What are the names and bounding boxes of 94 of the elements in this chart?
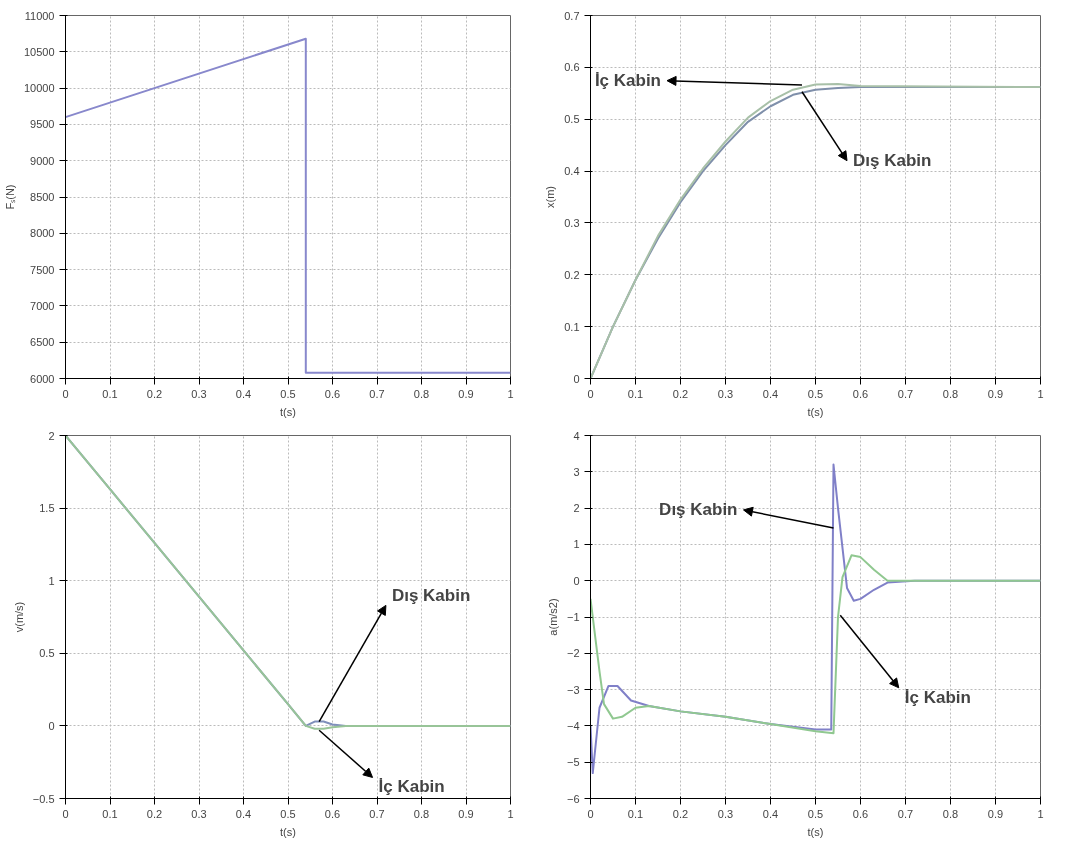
- x-tick-label: 0.3: [191, 387, 207, 400]
- y-tick-label: 2: [48, 429, 55, 442]
- x-tick-label: 0.3: [191, 807, 207, 820]
- x-tick-label: 0.8: [413, 387, 430, 400]
- x-tick-label: 0.6: [852, 807, 869, 820]
- x-tick-label: 0.9: [987, 807, 1004, 820]
- y-tick-label: 7000: [30, 299, 55, 312]
- x-tick-label: 0.1: [627, 807, 644, 820]
- y-tick-label: 0.5: [564, 113, 580, 126]
- x-tick-label: 0: [587, 807, 594, 820]
- y-tick-label: 0: [48, 719, 55, 732]
- x-tick-label: 0.6: [324, 387, 341, 400]
- y-tick-label: 1: [48, 574, 55, 587]
- y-tick-label: 4: [573, 429, 580, 442]
- x-tick-label: 0.3: [717, 807, 734, 820]
- y-tick-label: −1: [566, 611, 580, 623]
- x-tick-label: 0.7: [369, 807, 385, 820]
- y-tick-label: 6000: [30, 372, 55, 385]
- x-axis-title: t(s): [807, 405, 824, 418]
- y-tick-label: 11000: [24, 9, 55, 22]
- x-tick-label: 0.9: [458, 387, 474, 400]
- y-tick-label: 0.2: [564, 268, 580, 281]
- annotation: Dış Kabin: [391, 586, 471, 606]
- y-tick-label: −3: [566, 683, 580, 696]
- x-tick-label: 1: [1037, 387, 1044, 400]
- y-axis-title: a(m/s2): [546, 598, 559, 636]
- y-tick-label: 0: [573, 372, 580, 385]
- y-tick-label: 8000: [30, 227, 55, 240]
- y-tick-label: 1: [573, 538, 580, 551]
- x-tick-label: 0.1: [102, 807, 118, 820]
- x-tick-label: 1: [1037, 807, 1044, 820]
- x-tick-label: 0.2: [672, 387, 689, 400]
- x-tick-label: 0.2: [146, 387, 163, 400]
- x-tick-label: 0.4: [235, 387, 252, 400]
- x-tick-label: 0: [62, 807, 69, 820]
- x-tick-label: 0.6: [852, 387, 869, 400]
- y-tick-label: 0.6: [564, 61, 580, 74]
- y-tick-label: 10000: [23, 82, 55, 95]
- y-tick-label: 0.1: [564, 320, 580, 333]
- y-tick-label: 3: [573, 465, 580, 478]
- y-tick-label: 0.4: [564, 165, 580, 178]
- x-tick-label: 0.8: [413, 807, 430, 820]
- x-tick-label: 0.1: [102, 387, 118, 400]
- y-tick-label: 7500: [30, 263, 55, 276]
- annotation: İç Kabin: [594, 71, 661, 91]
- y-axis-title: Fₛ(N): [3, 184, 16, 210]
- annotation: Dış Kabin: [659, 500, 738, 520]
- x-axis-title: t(s): [280, 405, 296, 418]
- y-tick-label: 0: [573, 574, 580, 587]
- x-tick-label: 0.9: [987, 387, 1004, 400]
- y-tick-label: −4: [566, 719, 580, 732]
- x-tick-label: 0.5: [280, 807, 296, 820]
- x-tick-label: 1: [507, 387, 514, 400]
- y-tick-label: −5: [566, 756, 580, 769]
- x-axis-title: t(s): [280, 825, 296, 838]
- x-tick-label: 0.8: [942, 387, 959, 400]
- x-tick-label: 0.3: [717, 387, 734, 400]
- x-tick-label: 0.4: [762, 807, 779, 820]
- x-tick-label: 0.7: [897, 387, 914, 400]
- x-tick-label: 1: [507, 807, 514, 820]
- x-tick-label: 0.7: [897, 807, 914, 820]
- y-tick-label: 2: [573, 502, 580, 515]
- x-tick-label: 0.6: [324, 807, 341, 820]
- x-tick-label: 0: [587, 387, 594, 400]
- y-tick-label: 8500: [30, 191, 55, 203]
- x-tick-label: 0.1: [627, 387, 644, 400]
- y-tick-label: 0.7: [564, 9, 580, 22]
- annotation: İç Kabin: [378, 777, 445, 797]
- y-tick-label: −6: [566, 792, 580, 805]
- y-axis-title: x(m): [544, 185, 557, 208]
- x-tick-label: 0.4: [762, 387, 779, 400]
- x-tick-label: 0: [62, 387, 69, 400]
- x-tick-label: 0.8: [942, 807, 959, 820]
- y-tick-label: −0.5: [32, 792, 55, 805]
- y-axis-title: v(m/s): [12, 601, 25, 633]
- y-tick-label: 0.5: [39, 647, 55, 660]
- annotation: İç Kabin: [904, 687, 971, 707]
- x-tick-label: 0.2: [146, 807, 163, 820]
- y-tick-label: −2: [566, 647, 580, 660]
- x-tick-label: 0.2: [672, 807, 689, 820]
- x-tick-label: 0.5: [280, 387, 296, 400]
- x-tick-label: 0.5: [807, 387, 824, 400]
- x-tick-label: 0.9: [458, 807, 474, 820]
- y-tick-label: 1.5: [39, 502, 55, 515]
- y-tick-label: 0.3: [564, 216, 580, 229]
- annotation: Dış Kabin: [853, 151, 932, 171]
- y-tick-label: 6500: [30, 336, 55, 349]
- y-tick-label: 9000: [30, 154, 55, 167]
- x-tick-label: 0.4: [235, 807, 252, 820]
- x-axis-title: t(s): [807, 825, 824, 838]
- y-tick-label: 10500: [23, 45, 55, 58]
- y-tick-label: 9500: [30, 118, 55, 131]
- x-tick-label: 0.7: [369, 387, 385, 400]
- x-tick-label: 0.5: [807, 807, 824, 820]
